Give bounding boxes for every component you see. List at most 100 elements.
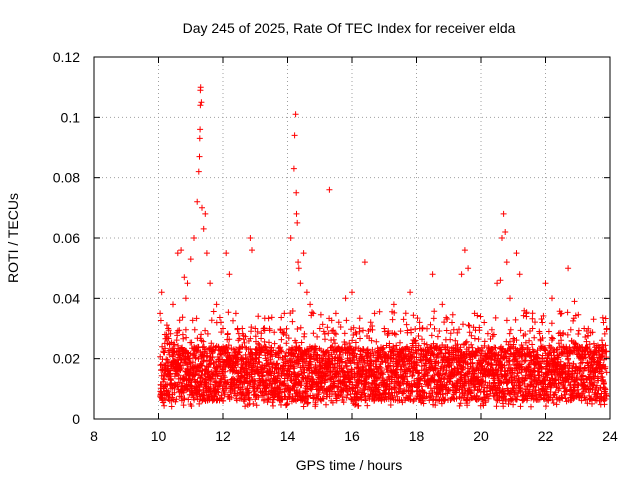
data-point bbox=[443, 327, 450, 334]
data-point bbox=[335, 319, 342, 326]
data-point bbox=[241, 339, 248, 346]
data-point bbox=[186, 355, 193, 362]
data-point bbox=[293, 189, 300, 196]
data-point bbox=[188, 403, 195, 409]
data-point bbox=[575, 331, 582, 337]
data-point bbox=[367, 357, 374, 364]
data-point bbox=[590, 340, 597, 347]
data-point bbox=[553, 401, 560, 408]
data-point bbox=[220, 372, 227, 379]
data-point bbox=[176, 379, 182, 386]
data-point bbox=[225, 309, 232, 316]
data-point bbox=[524, 344, 531, 351]
data-point bbox=[390, 301, 397, 308]
data-point bbox=[223, 250, 230, 257]
data-point bbox=[248, 324, 255, 331]
data-point bbox=[415, 333, 422, 339]
data-point bbox=[164, 382, 171, 388]
data-point bbox=[325, 330, 332, 337]
data-point bbox=[539, 319, 546, 326]
data-point bbox=[510, 341, 517, 348]
data-point bbox=[246, 396, 253, 403]
x-tick-label: 24 bbox=[602, 428, 618, 444]
data-point bbox=[316, 325, 323, 332]
data-point bbox=[283, 401, 290, 408]
data-point bbox=[407, 289, 414, 296]
data-point bbox=[565, 355, 572, 362]
data-point bbox=[338, 346, 345, 353]
data-point bbox=[340, 399, 347, 406]
data-point bbox=[184, 280, 191, 287]
data-point bbox=[450, 326, 457, 333]
data-point bbox=[253, 386, 260, 392]
data-point bbox=[582, 364, 588, 371]
data-point bbox=[449, 311, 456, 318]
data-point bbox=[328, 317, 335, 324]
data-point bbox=[310, 330, 317, 337]
data-point bbox=[543, 386, 550, 393]
data-point bbox=[506, 330, 513, 337]
data-point bbox=[216, 382, 223, 389]
data-point bbox=[503, 317, 510, 324]
data-point bbox=[507, 338, 513, 345]
data-point bbox=[208, 340, 215, 347]
data-point bbox=[224, 346, 231, 353]
data-point bbox=[303, 289, 310, 296]
data-point bbox=[556, 385, 563, 392]
data-point bbox=[419, 336, 425, 343]
data-point bbox=[322, 336, 328, 343]
data-point bbox=[427, 321, 434, 328]
data-point bbox=[549, 335, 556, 342]
data-point bbox=[457, 344, 464, 351]
data-point bbox=[392, 331, 399, 338]
data-point bbox=[567, 326, 574, 333]
chart-title: Day 245 of 2025, Rate Of TEC Index for r… bbox=[183, 20, 516, 36]
data-point bbox=[204, 330, 211, 337]
data-point bbox=[574, 386, 581, 393]
data-point bbox=[196, 400, 203, 407]
data-point bbox=[502, 229, 509, 235]
data-point bbox=[328, 344, 335, 351]
data-point bbox=[355, 402, 362, 409]
data-point bbox=[295, 265, 302, 272]
data-point bbox=[220, 397, 227, 404]
data-point bbox=[449, 319, 455, 326]
data-point bbox=[218, 319, 224, 326]
data-point bbox=[545, 369, 552, 376]
data-point bbox=[494, 371, 501, 378]
data-point bbox=[281, 310, 288, 317]
data-point bbox=[246, 389, 253, 396]
data-point bbox=[255, 313, 262, 320]
data-point bbox=[220, 325, 226, 332]
data-point bbox=[571, 298, 578, 305]
data-point bbox=[499, 235, 505, 241]
data-point bbox=[594, 382, 600, 389]
data-point bbox=[526, 337, 533, 344]
data-point bbox=[521, 396, 528, 403]
data-point bbox=[315, 391, 322, 398]
data-point bbox=[283, 332, 290, 339]
data-point bbox=[376, 308, 383, 315]
data-point bbox=[507, 345, 514, 352]
data-point bbox=[565, 265, 572, 272]
data-point bbox=[516, 271, 523, 278]
data-point bbox=[507, 326, 514, 333]
data-point bbox=[602, 363, 609, 370]
data-point bbox=[439, 301, 446, 308]
data-point bbox=[167, 330, 174, 337]
data-point bbox=[367, 319, 374, 326]
data-point bbox=[265, 315, 272, 322]
data-point bbox=[380, 371, 387, 378]
data-point bbox=[247, 235, 254, 241]
data-point bbox=[591, 379, 598, 386]
data-point bbox=[572, 340, 579, 347]
data-point bbox=[317, 362, 324, 368]
data-point bbox=[310, 310, 317, 317]
data-point bbox=[494, 280, 501, 287]
data-point bbox=[291, 365, 298, 372]
data-point bbox=[202, 210, 209, 217]
data-point bbox=[586, 385, 593, 392]
data-point bbox=[522, 339, 529, 346]
data-point bbox=[442, 396, 449, 403]
data-point bbox=[195, 168, 202, 175]
